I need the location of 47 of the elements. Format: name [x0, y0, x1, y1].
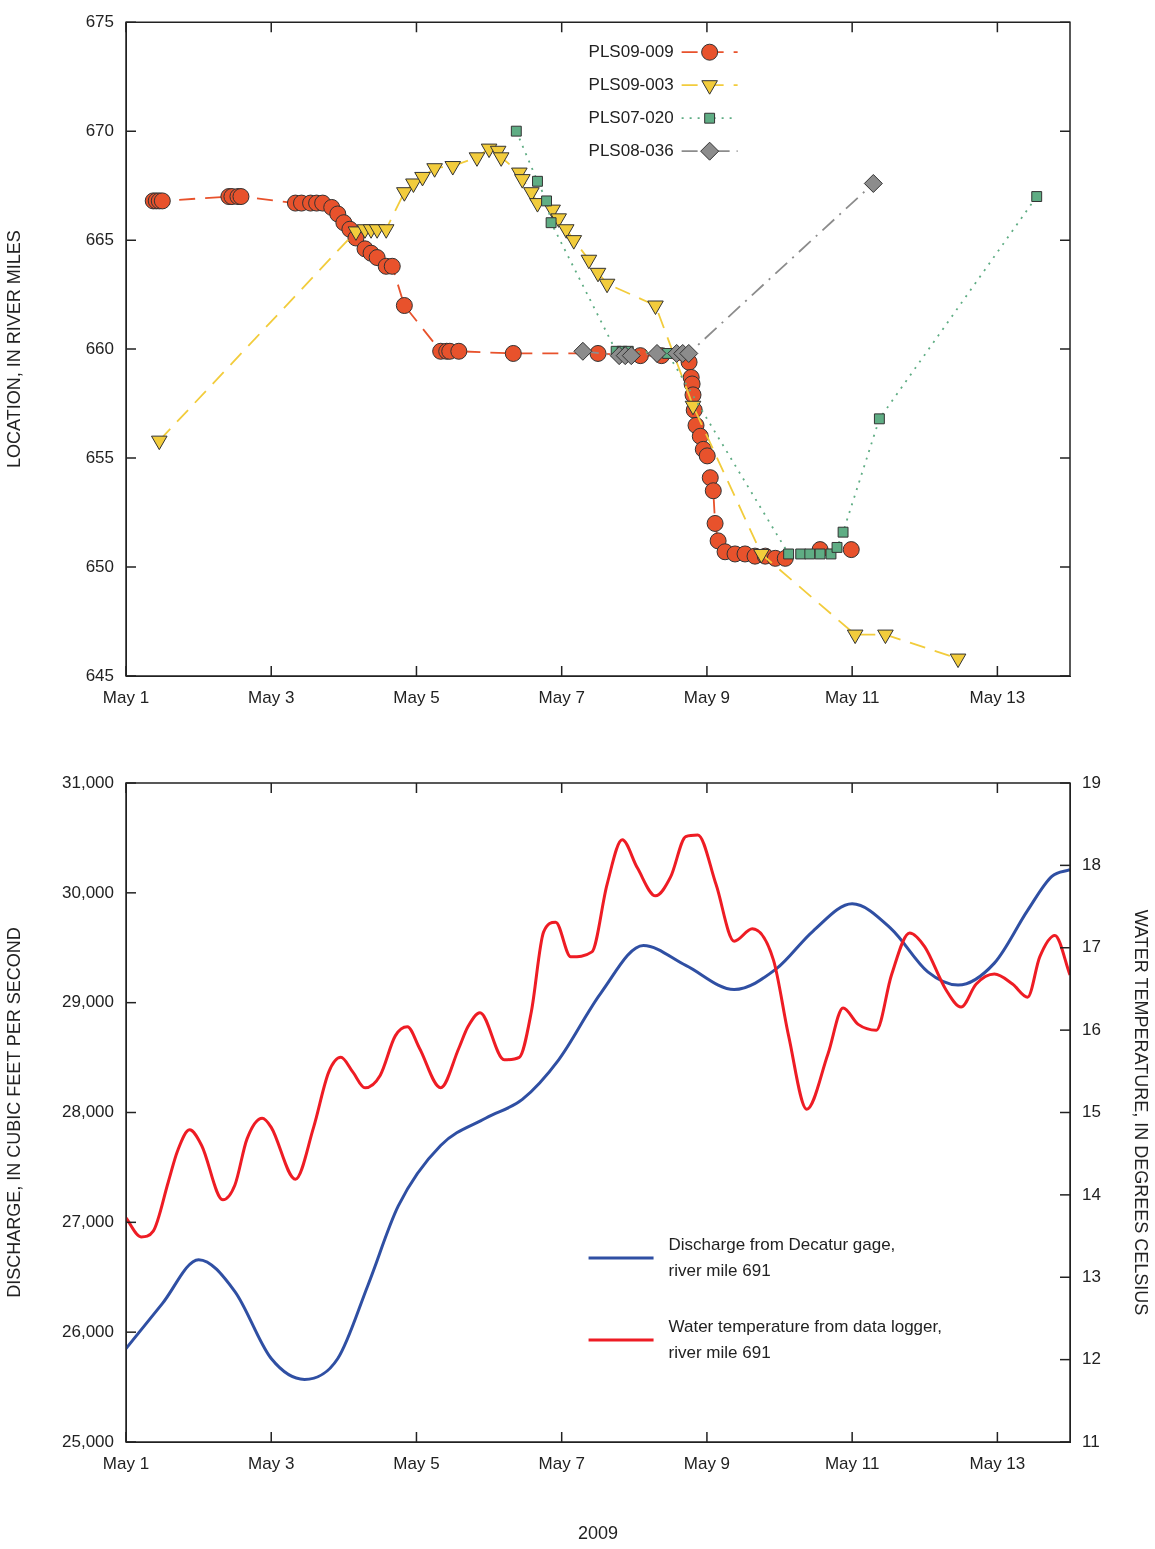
y2-tick-label: 17	[1082, 937, 1101, 957]
legend-label: Discharge from Decatur gage, river mile 691	[668, 1234, 896, 1280]
y2-tick-label: 13	[1082, 1266, 1101, 1286]
y-tick-label: 27,000	[62, 1212, 114, 1232]
y2-axis-title: WATER TEMPERATURE, IN DEGREES CELSIUS	[1131, 909, 1152, 1316]
x-tick-label: May 7	[538, 1453, 585, 1473]
x-tick-label: May 5	[393, 1453, 440, 1473]
legend-label: PLS09-009	[588, 41, 674, 61]
x-tick-label: May 1	[102, 687, 150, 707]
legend-label: PLS09-003	[588, 74, 674, 94]
y-tick-label: 28,000	[62, 1102, 114, 1122]
x-axis-title: 2009	[577, 1523, 619, 1544]
y2-tick-label: 19	[1082, 772, 1101, 792]
x-tick-label: May 5	[393, 687, 440, 707]
y-axis-title: DISCHARGE, IN CUBIC FEET PER SECOND	[3, 927, 24, 1298]
y-tick-label: 26,000	[62, 1321, 114, 1341]
y-tick-label: 660	[85, 338, 114, 358]
x-tick-label: May 9	[683, 687, 731, 707]
x-tick-label: May 9	[683, 1453, 731, 1473]
x-tick-label: May 11	[824, 1453, 880, 1473]
y2-tick-label: 18	[1082, 855, 1101, 875]
y-axis-title: LOCATION, IN RIVER MILES	[3, 230, 24, 468]
y-tick-label: 675	[85, 11, 114, 31]
y2-tick-label: 12	[1082, 1349, 1101, 1369]
y-tick-label: 29,000	[62, 992, 114, 1012]
y2-tick-label: 16	[1082, 1019, 1101, 1039]
legend-label: Water temperature from data logger, river mile 691	[668, 1316, 942, 1362]
legend-label: PLS07-020	[588, 107, 674, 127]
y-tick-label: 30,000	[62, 882, 114, 902]
x-tick-label: May 3	[248, 1453, 295, 1473]
y-tick-label: 655	[85, 447, 114, 467]
y2-tick-label: 14	[1082, 1184, 1101, 1204]
x-tick-label: May 3	[248, 687, 295, 707]
x-tick-label: May 7	[538, 687, 585, 707]
x-tick-label: May 13	[969, 1453, 1026, 1473]
y-tick-label: 665	[85, 229, 114, 249]
y-tick-label: 25,000	[62, 1431, 114, 1451]
x-tick-label: May 11	[824, 687, 880, 707]
y2-tick-label: 11	[1082, 1431, 1100, 1451]
legend-label: PLS08-036	[588, 140, 674, 160]
y-tick-label: 670	[85, 120, 114, 140]
y-tick-label: 650	[85, 556, 114, 576]
y2-tick-label: 15	[1082, 1102, 1101, 1122]
y-tick-label: 645	[85, 665, 114, 685]
x-tick-label: May 13	[969, 687, 1026, 707]
x-tick-label: May 1	[102, 1453, 150, 1473]
y-tick-label: 31,000	[62, 772, 114, 792]
